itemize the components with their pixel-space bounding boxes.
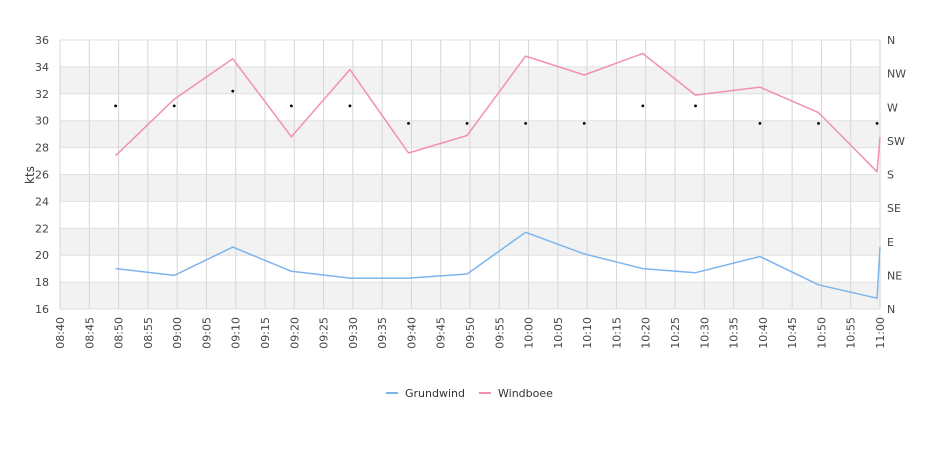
direction-marker (524, 121, 528, 125)
y-tick-label: 34 (35, 61, 49, 74)
direction-tick-label: E (887, 236, 894, 249)
direction-marker (172, 104, 176, 108)
direction-tick-label: SE (887, 202, 901, 215)
x-tick-label: 09:40 (405, 317, 418, 349)
x-tick-label: 09:20 (288, 317, 301, 349)
x-tick-label: 10:30 (698, 317, 711, 349)
x-tick-label: 09:30 (347, 317, 360, 349)
legend-label-windboee[interactable]: Windboee (498, 387, 553, 400)
x-tick-label: 09:45 (435, 317, 448, 349)
direction-tick-label: N (887, 34, 895, 47)
y-tick-label: 32 (35, 88, 49, 101)
x-tick-label: 10:45 (786, 317, 799, 349)
direction-markers (114, 89, 879, 125)
y-tick-label: 30 (35, 115, 49, 128)
direction-tick-label: SW (887, 135, 905, 148)
y-tick-label: 36 (35, 34, 49, 47)
direction-marker (407, 121, 410, 125)
x-tick-label: 11:00 (874, 317, 887, 349)
x-tick-label: 10:10 (581, 317, 594, 349)
x-tick-label: 09:25 (318, 317, 331, 349)
direction-tick-label: W (887, 101, 898, 114)
x-tick-label: 10:55 (845, 317, 858, 349)
direction-tick-label: N (887, 303, 895, 316)
x-tick-label: 10:50 (815, 317, 828, 349)
direction-tick-label: NW (887, 68, 906, 81)
direction-marker (114, 104, 118, 108)
direction-marker (289, 104, 293, 108)
y-tick-label: 22 (35, 222, 49, 235)
x-tick-label: 10:20 (640, 317, 653, 349)
direction-marker (694, 104, 697, 108)
legend-label-grundwind[interactable]: Grundwind (405, 387, 465, 400)
y-tick-label: 28 (35, 142, 49, 155)
x-tick-label: 09:10 (230, 317, 243, 349)
direction-marker (817, 121, 820, 125)
y-axis-title: kts (23, 166, 37, 184)
direction-marker (582, 121, 586, 125)
y-axis-tick-labels: 16 18 20 22 24 26 28 30 32 34 36 (35, 34, 49, 316)
x-tick-label: 08:45 (83, 317, 96, 349)
x-tick-label: 09:35 (376, 317, 389, 349)
x-tick-label: 09:05 (200, 317, 213, 349)
series-line-windboee (115, 52, 881, 173)
legend: Grundwind Windboee (386, 387, 553, 400)
x-tick-label: 09:15 (259, 317, 272, 349)
y-tick-label: 24 (35, 195, 49, 208)
direction-marker (231, 89, 235, 93)
x-tick-label: 09:00 (171, 317, 184, 349)
x-tick-label: 10:40 (757, 317, 770, 349)
direction-marker (348, 104, 352, 108)
direction-marker (758, 121, 762, 125)
y-tick-label: 20 (35, 249, 49, 262)
x-axis-tick-labels: 08:40 08:45 08:50 08:55 09:00 09:05 09:10 09:15… (54, 317, 887, 349)
x-tick-label: 10:05 (552, 317, 565, 349)
horizontal-gridlines (60, 39, 880, 310)
direction-tick-label: NE (887, 269, 902, 282)
series-line-grundwind (115, 231, 881, 299)
x-tick-label: 09:55 (493, 317, 506, 349)
direction-marker (641, 104, 645, 108)
direction-tick-label: S (887, 169, 894, 182)
series-lines (115, 52, 881, 299)
y-tick-label: 26 (35, 169, 49, 182)
y-tick-label: 18 (35, 276, 49, 289)
x-tick-label: 08:55 (142, 317, 155, 349)
direction-axis-tick-labels: N NW W SW S SE E NE N (887, 34, 906, 316)
x-tick-label: 10:00 (523, 317, 536, 349)
x-tick-label: 08:50 (113, 317, 126, 349)
x-tick-label: 10:35 (728, 317, 741, 349)
x-tick-label: 10:25 (669, 317, 682, 349)
y-tick-label: 16 (35, 303, 49, 316)
x-tick-label: 10:15 (610, 317, 623, 349)
direction-marker (465, 121, 469, 125)
x-tick-label: 08:40 (54, 317, 67, 349)
x-tick-label: 09:50 (464, 317, 477, 349)
direction-marker (875, 121, 879, 125)
